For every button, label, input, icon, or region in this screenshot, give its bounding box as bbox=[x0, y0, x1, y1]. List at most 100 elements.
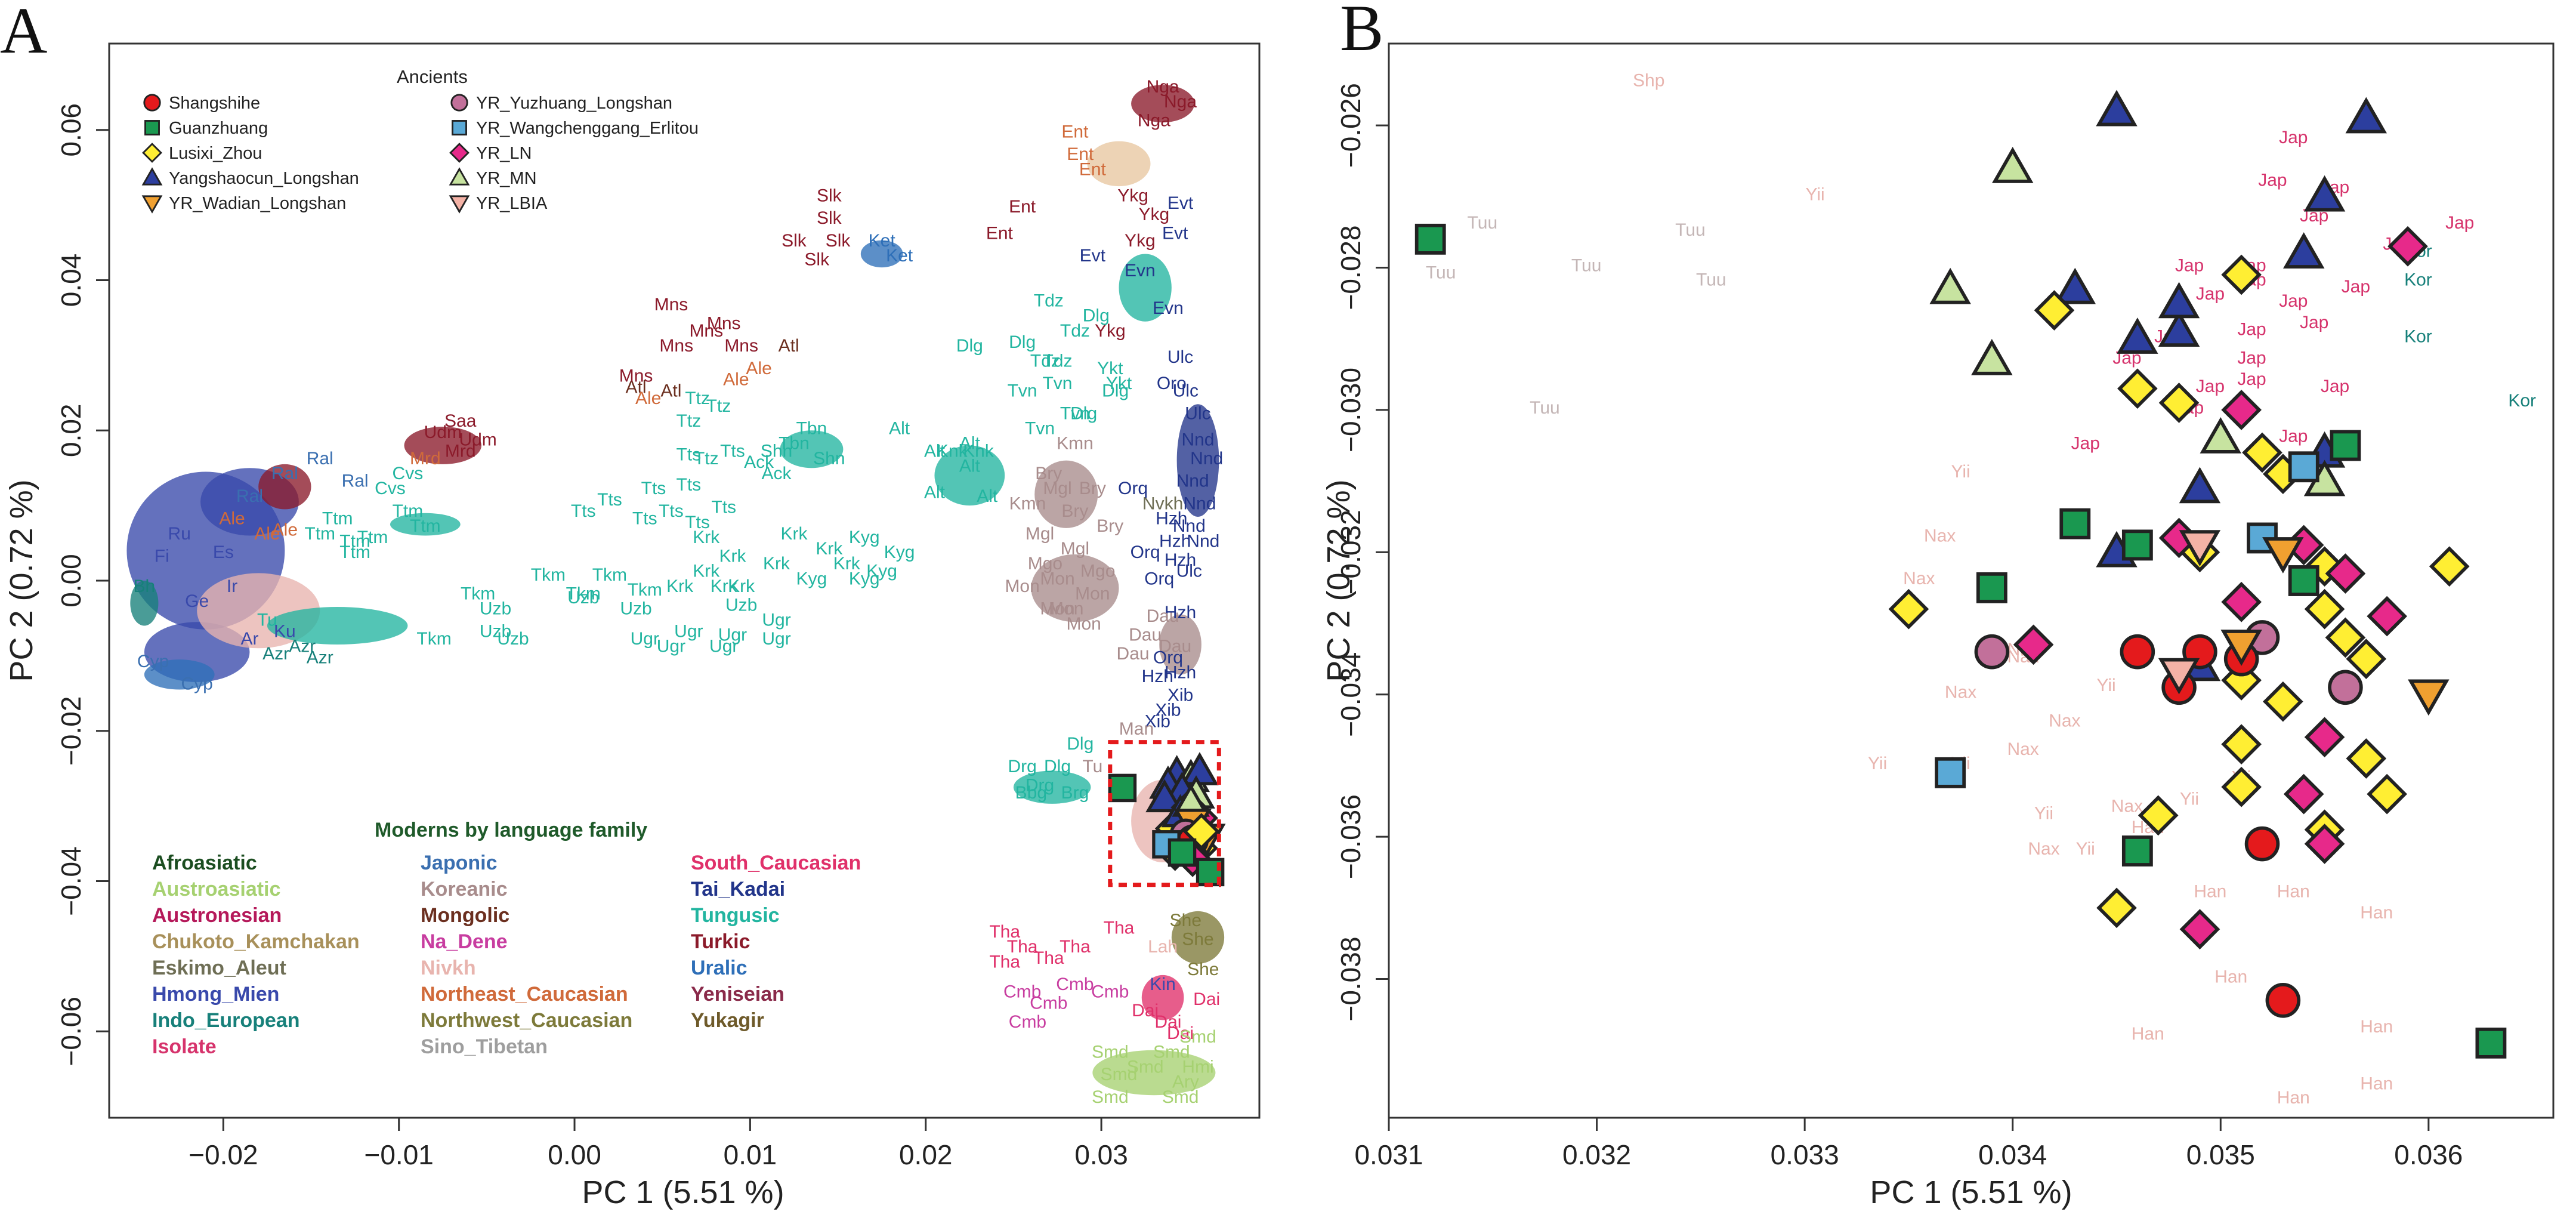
ancient-point-5 bbox=[1929, 267, 1971, 304]
ancients-legend-label-1: Guanzhuang bbox=[169, 119, 268, 138]
pop-label-140: Nnd bbox=[1181, 430, 1214, 449]
pop-label-228: Ar bbox=[240, 629, 258, 649]
pop-label-23: Slk bbox=[782, 231, 807, 251]
pop-label-1: Nga bbox=[1164, 92, 1197, 112]
pop-label-93: Kyg bbox=[884, 542, 915, 562]
pop-label-159: Orq bbox=[1153, 647, 1183, 667]
pop-label-139: Oro bbox=[1157, 374, 1187, 393]
ancient-point-31 bbox=[2325, 617, 2366, 658]
pop-label-146: Nvkh bbox=[1142, 494, 1183, 513]
panel-a-letter: A bbox=[0, 0, 47, 67]
ancient-point-42 bbox=[2034, 290, 2075, 331]
ancients-legend-marker-3 bbox=[141, 167, 163, 186]
ancient-point-25 bbox=[2304, 546, 2345, 587]
y-tick-label-2: −0.034 bbox=[1335, 652, 1366, 737]
pop-label-66: Alt bbox=[924, 441, 946, 461]
ancient-point-61 bbox=[2475, 1027, 2507, 1059]
pop-label-14: Evn bbox=[1125, 261, 1156, 280]
pop-label-137: Ulc bbox=[1173, 381, 1199, 401]
pop-label-121: Bry bbox=[1079, 479, 1106, 498]
pop-label-3: Tuu bbox=[1571, 255, 1602, 275]
pop-label-87: Krk bbox=[780, 524, 808, 544]
pop-label-189: She bbox=[1182, 929, 1213, 949]
pop-label-45: Jap bbox=[2342, 277, 2370, 297]
pop-label-19: Ykg bbox=[1095, 321, 1126, 341]
pop-label-37: Ale bbox=[723, 370, 749, 390]
pop-label-16: Tdz bbox=[1034, 291, 1064, 311]
pop-label-155: Dau bbox=[1147, 606, 1179, 626]
panel-b-plot-frame bbox=[1388, 42, 2555, 1119]
pop-label-197: Smd bbox=[1179, 1027, 1216, 1047]
cluster-15 bbox=[1034, 460, 1098, 528]
pop-label-50: Jap bbox=[2237, 348, 2266, 368]
pop-label-117: Ugr bbox=[762, 610, 790, 630]
y-tick-label-1: −0.04 bbox=[55, 846, 87, 915]
pop-label-16: Nax bbox=[1924, 526, 1956, 545]
ancient-point-73 bbox=[2220, 630, 2262, 666]
pop-label-114: Ugr bbox=[762, 629, 790, 649]
pop-label-13: Yii bbox=[1868, 754, 1887, 773]
panel-b-chart: Shp Tuu Tuu Tuu Tuu Tuu Tuu Yii Yii Yii Yii Yii Yii Y… bbox=[1321, 42, 2555, 1210]
pop-label-82: Ttm bbox=[339, 542, 370, 562]
pop-label-2: Tuu bbox=[1675, 220, 1706, 240]
pop-label-88: Krk bbox=[816, 539, 843, 559]
pop-label-165: Man bbox=[1119, 719, 1154, 739]
pop-label-83: Ttm bbox=[304, 524, 335, 544]
ancients-legend-label-4: YR_Wadian_Longshan bbox=[169, 194, 346, 213]
pop-label-107: Tkm bbox=[592, 565, 627, 585]
pop-label-201: Hmi bbox=[1182, 1057, 1213, 1077]
pop-label-28: Han bbox=[2360, 903, 2393, 923]
pop-label-30: Mns bbox=[724, 336, 758, 356]
pop-label-92: Kyg bbox=[849, 528, 880, 547]
ancients-legend-marker-5 bbox=[450, 94, 468, 112]
pop-label-32: Atl bbox=[779, 336, 799, 356]
pop-label-143: Nnd bbox=[1183, 494, 1216, 513]
pop-label-7: Yii bbox=[1805, 184, 1824, 204]
pop-label-196: Smd bbox=[1101, 1065, 1138, 1084]
pop-label-106: Tkm bbox=[531, 565, 566, 585]
pop-label-142: Nnd bbox=[1176, 471, 1209, 491]
pop-label-22: Slk bbox=[826, 231, 851, 251]
ancient-point-68 bbox=[2328, 670, 2363, 705]
pop-label-23: Nax bbox=[2028, 839, 2059, 859]
pop-label-11: Yii bbox=[2034, 803, 2053, 823]
ancient-point-34 bbox=[2221, 724, 2262, 765]
ancient-point-2 bbox=[1991, 147, 2034, 183]
panel-a-ancient-points bbox=[1108, 752, 1226, 887]
pop-label-42: Ttz bbox=[694, 449, 719, 468]
ancient-point-28 bbox=[1888, 588, 1929, 630]
ancient-point-20 bbox=[2221, 390, 2262, 430]
pop-label-115: Ugr bbox=[657, 637, 685, 656]
pop-label-35: Jap bbox=[2258, 170, 2287, 190]
pop-label-4: Tuu bbox=[1426, 263, 1456, 282]
pop-label-79: Ttm bbox=[393, 501, 424, 521]
pop-label-81: Ttm bbox=[357, 528, 388, 547]
pop-label-62: Tvn bbox=[1025, 419, 1055, 439]
ancient-point-0 bbox=[2096, 90, 2138, 127]
pop-label-46: Tts bbox=[641, 479, 666, 498]
ancient-point-38 bbox=[2283, 773, 2324, 815]
panel-a-axes: −0.02 −0.01 0.00 0.01 0.02 0.03 −0.06 −0.04 −0.0… bbox=[55, 103, 1128, 1170]
x-tick-label-3: 0.034 bbox=[1978, 1139, 2047, 1170]
pop-label-214: Ale bbox=[272, 520, 298, 539]
moderns-legend-label-9: Koreanic bbox=[421, 878, 508, 901]
pop-label-215: Ale bbox=[219, 509, 245, 529]
cluster-16 bbox=[1031, 554, 1119, 622]
x-tick-label-1: 0.032 bbox=[1562, 1139, 1631, 1170]
pop-label-157: Dau bbox=[1159, 637, 1191, 656]
pop-label-24: Slk bbox=[804, 249, 830, 269]
pop-label-187: Dai bbox=[1167, 1023, 1194, 1043]
pop-label-113: Ugr bbox=[718, 625, 747, 645]
ancient-point-60 bbox=[2121, 835, 2153, 867]
pop-label-59: Kor bbox=[2404, 327, 2432, 347]
pop-label-43: Tts bbox=[677, 445, 702, 465]
pop-label-162: Xib bbox=[1155, 701, 1181, 720]
y-tick-label-6: −0.026 bbox=[1335, 83, 1366, 168]
pop-label-47: Tts bbox=[677, 475, 702, 495]
ancient-point-75 bbox=[2408, 679, 2450, 716]
pop-label-44: Jap bbox=[2279, 291, 2308, 311]
cluster-10 bbox=[860, 240, 903, 268]
pop-label-57: Tdz bbox=[1030, 351, 1060, 371]
ancient-point-29 bbox=[2221, 581, 2262, 622]
